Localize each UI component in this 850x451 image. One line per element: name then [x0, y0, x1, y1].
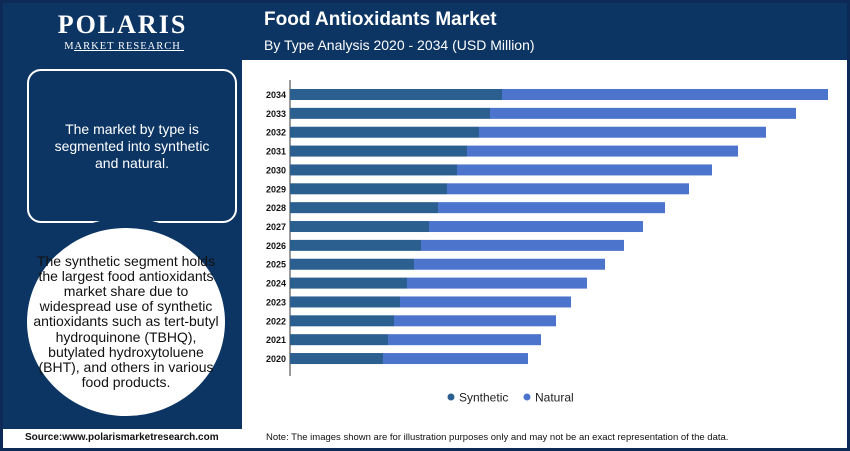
- bar-synthetic-2034: [290, 89, 502, 100]
- bar-synthetic-2028: [290, 202, 438, 214]
- category-label: 2023: [266, 297, 286, 307]
- brand-logo: POLARIS MARKET RESEARCH: [3, 10, 242, 53]
- bar-natural-2022: [394, 315, 556, 327]
- bar-natural-2026: [421, 239, 624, 251]
- bar-natural-2025: [414, 258, 605, 270]
- chart-area: 2034 2033 2032 2031 2030 2029 2028 2027 2026 2025…: [242, 60, 847, 430]
- bar-natural-2033: [490, 107, 796, 119]
- category-label: 2033: [266, 109, 286, 119]
- bar-synthetic-2021: [290, 334, 388, 346]
- bar-natural-2021: [388, 334, 541, 346]
- bar-synthetic-2031: [290, 145, 467, 157]
- highlight-circle-text: The synthetic segment holds the largest …: [33, 252, 219, 391]
- category-label: 2030: [266, 165, 286, 175]
- footer: Source:www.polarismarketresearch.com Not…: [3, 429, 847, 448]
- legend-swatch-natural: [523, 393, 531, 401]
- category-label: 2034: [266, 90, 286, 100]
- logo-divider: [74, 50, 184, 51]
- bar-natural-2032: [479, 126, 766, 138]
- brand-name: POLARIS: [57, 10, 188, 39]
- bar-natural-2030: [457, 164, 712, 176]
- disclaimer-note: Note: The images shown are for illustrat…: [266, 432, 729, 443]
- bar-synthetic-2033: [290, 107, 490, 119]
- bar-synthetic-2026: [290, 239, 421, 251]
- brand-tagline: MARKET RESEARCH: [64, 41, 181, 52]
- legend-swatch-synthetic: [447, 393, 455, 401]
- bar-natural-2024: [407, 277, 587, 289]
- bar-chart: 2034 2033 2032 2031 2030 2029 2028 2027 2026 2025…: [266, 80, 828, 405]
- category-label: 2021: [266, 335, 286, 345]
- highlight-circle: The synthetic segment holds the largest …: [27, 228, 225, 416]
- category-label: 2029: [266, 184, 286, 194]
- category-label: 2022: [266, 316, 286, 326]
- bar-synthetic-2032: [290, 126, 479, 138]
- bar-synthetic-2024: [290, 277, 407, 289]
- category-label: 2027: [266, 222, 286, 232]
- bar-synthetic-2020: [290, 353, 383, 365]
- bar-natural-2034: [502, 89, 828, 100]
- category-label: 2026: [266, 241, 286, 251]
- bar-natural-2027: [429, 221, 643, 233]
- bar-natural-2028: [438, 202, 665, 214]
- bar-synthetic-2029: [290, 183, 447, 195]
- bar-natural-2020: [383, 353, 528, 365]
- bar-natural-2023: [400, 296, 571, 308]
- source-text: Source:www.polarismarketresearch.com: [25, 432, 219, 443]
- bar-synthetic-2030: [290, 164, 457, 176]
- bar-natural-2029: [447, 183, 689, 195]
- bar-synthetic-2027: [290, 221, 429, 233]
- category-label: 2025: [266, 260, 286, 270]
- bar-synthetic-2023: [290, 296, 400, 308]
- category-label: 2028: [266, 203, 286, 213]
- category-label: 2020: [266, 354, 286, 364]
- bar-synthetic-2025: [290, 258, 414, 270]
- legend-label-natural: Natural: [535, 391, 574, 405]
- bar-synthetic-2022: [290, 315, 394, 327]
- chart-subtitle: By Type Analysis 2020 - 2034 (USD Millio…: [264, 37, 535, 53]
- type-segment-box: The market by type is segmented into syn…: [27, 69, 237, 223]
- bar-natural-2031: [467, 145, 738, 157]
- chart-title: Food Antioxidants Market: [264, 9, 497, 30]
- type-segment-text: The market by type is segmented into syn…: [54, 120, 210, 171]
- category-label: 2032: [266, 128, 286, 138]
- chart-header: Food Antioxidants Market By Type Analysi…: [242, 3, 847, 60]
- category-label: 2024: [266, 279, 286, 289]
- legend-label-synthetic: Synthetic: [459, 391, 508, 405]
- category-label: 2031: [266, 147, 286, 157]
